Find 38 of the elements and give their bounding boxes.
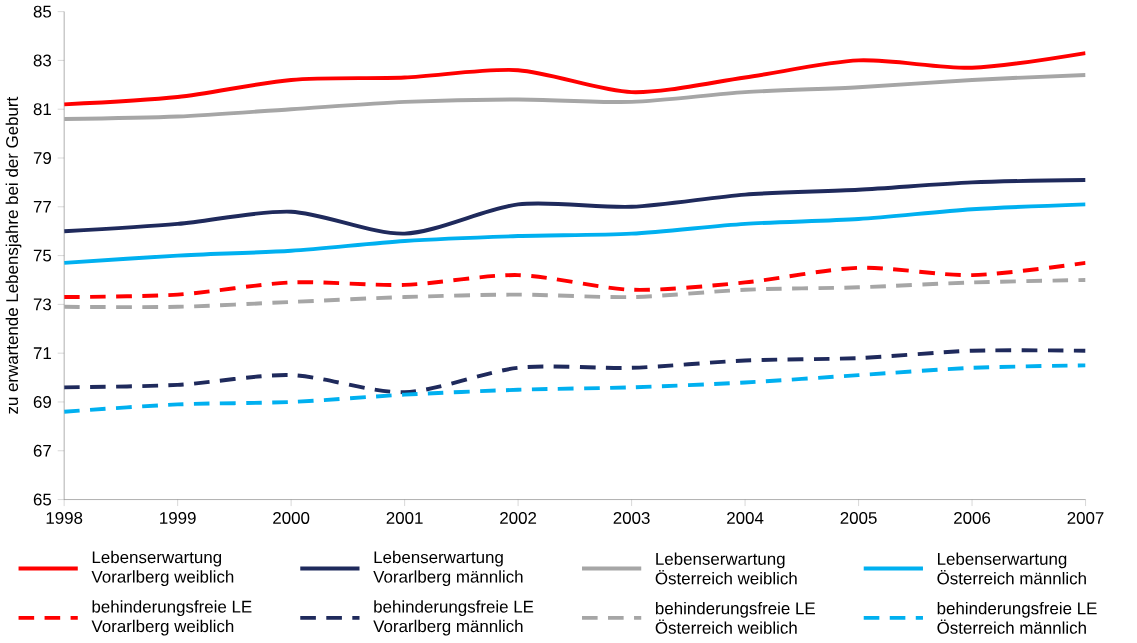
y-tick-label: 79 <box>33 152 51 165</box>
y-tick-label: 73 <box>33 298 52 311</box>
legend-label: behinderungsfreie LE Österreich weiblich <box>655 602 815 635</box>
line-series <box>64 261 1086 300</box>
legend-label: Lebenserwartung Vorarlberg männlich <box>373 550 523 587</box>
y-tick-label: 81 <box>33 103 51 116</box>
y-tick-label: 67 <box>33 444 51 457</box>
x-tick-label: 2006 <box>954 512 991 525</box>
legend-label: Lebenserwartung Österreich männlich <box>937 552 1086 585</box>
x-tick-label: 2005 <box>840 512 877 525</box>
x-tick-label: 2003 <box>613 512 650 525</box>
x-tick-label: 1999 <box>160 512 196 525</box>
y-tick-label: 71 <box>33 347 51 360</box>
x-tick-label: 2004 <box>727 512 764 525</box>
legend-label: behinderungsfreie LE Vorarlberg männlich <box>373 600 534 636</box>
line-series <box>64 73 1086 122</box>
line-series <box>64 363 1086 414</box>
legend-label: Lebenserwartung Österreich weiblich <box>655 552 797 585</box>
line-series <box>64 202 1086 266</box>
y-axis-title: zu erwartende Lebensjahre bei der Geburt <box>5 97 22 414</box>
y-tick-label: 83 <box>33 54 52 67</box>
y-tick-label: 75 <box>33 249 52 262</box>
y-tick-label: 77 <box>33 201 51 213</box>
x-tick-label: 2007 <box>1067 512 1104 525</box>
x-tick-label: 2002 <box>500 512 537 525</box>
line-series <box>64 51 1086 107</box>
line-series <box>64 278 1086 310</box>
line-series <box>64 348 1086 395</box>
y-tick-label: 85 <box>33 5 52 18</box>
x-tick-label: 2000 <box>273 512 310 525</box>
legend-label: Lebenserwartung Vorarlberg weiblich <box>91 550 234 587</box>
y-tick-label: 69 <box>33 396 51 409</box>
legend-label: behinderungsfreie LE Österreich männlich <box>937 602 1097 635</box>
x-tick-label: 2001 <box>386 512 423 525</box>
legend-label: behinderungsfreie LE Vorarlberg weiblich <box>91 600 252 636</box>
y-tick-label: 65 <box>33 493 52 506</box>
line-series <box>64 178 1086 236</box>
x-tick-label: 1998 <box>46 512 83 525</box>
